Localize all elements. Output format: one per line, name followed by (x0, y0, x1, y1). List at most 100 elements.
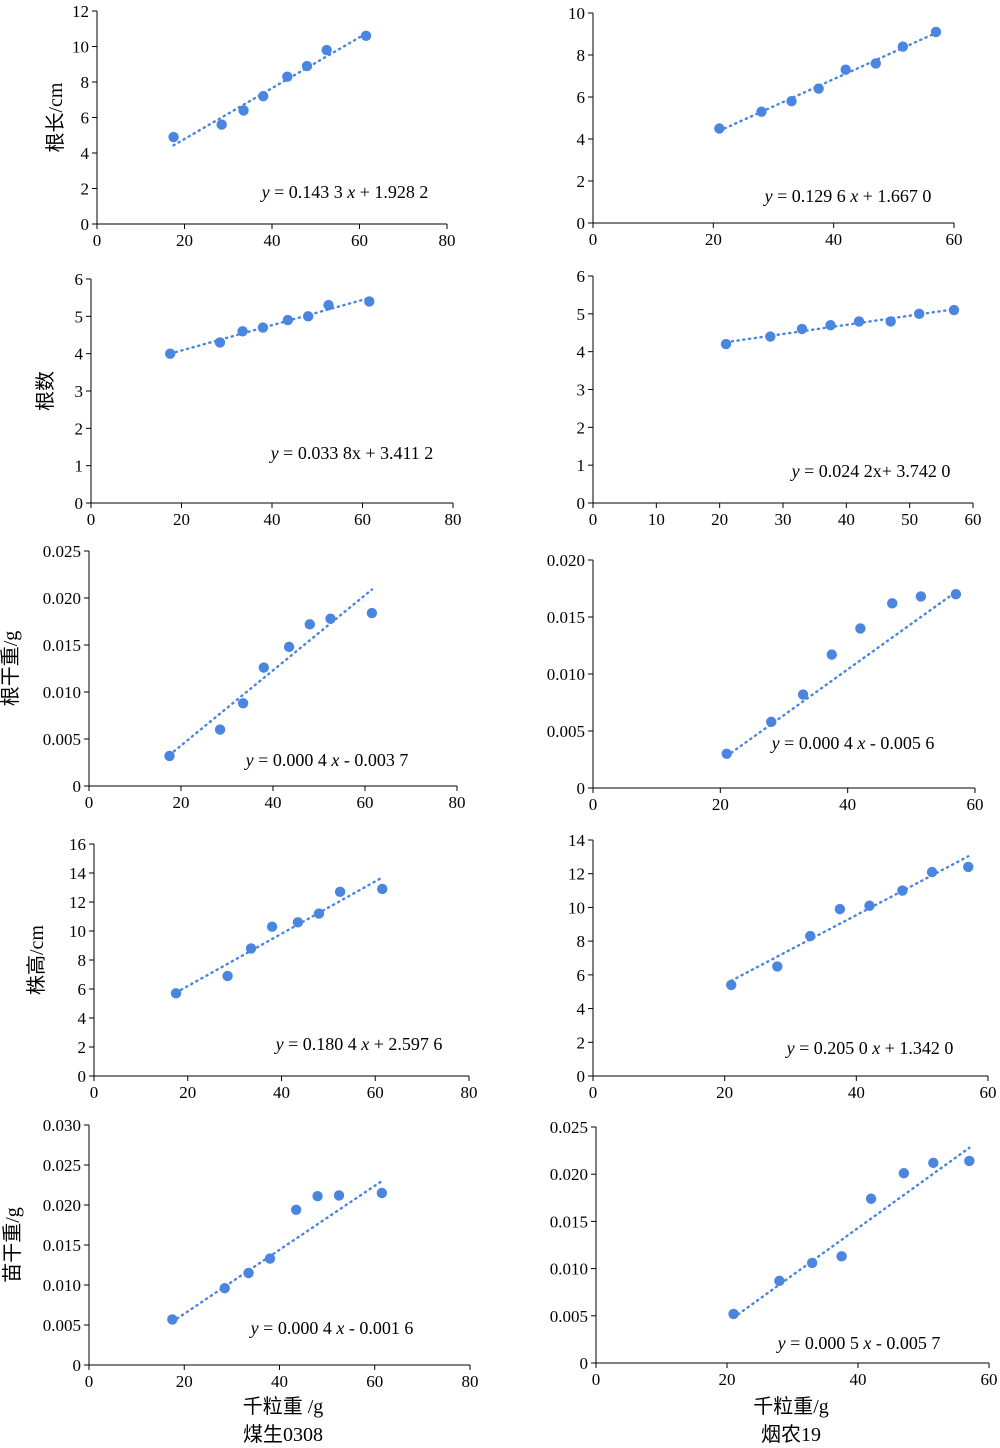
y-tick-label: 10 (568, 898, 585, 917)
y-tick-label: 0.005 (550, 1307, 588, 1326)
x-tick-label: 40 (838, 510, 855, 529)
y-tick-label: 8 (577, 932, 586, 951)
x-tick-label: 60 (354, 510, 371, 529)
y-tick-label: 2 (577, 418, 586, 437)
data-point (870, 58, 881, 69)
data-point (836, 1251, 847, 1262)
regression-equation: y = 0.000 5 x - 0.005 7 (776, 1333, 941, 1353)
data-point (219, 1283, 230, 1294)
x-tick-label: 40 (848, 1083, 865, 1102)
cultivar-label: 烟农19 (761, 1423, 821, 1446)
x-axis-title: 千粒重/g (753, 1395, 829, 1418)
data-point (926, 866, 938, 878)
data-point (714, 123, 725, 134)
data-point (164, 750, 175, 762)
y-tick-label: 8 (78, 951, 87, 970)
x-tick-label: 80 (449, 793, 466, 812)
y-tick-label: 12 (69, 893, 86, 912)
data-point (887, 598, 898, 609)
y-tick-label: 4 (577, 130, 586, 149)
data-point (282, 314, 294, 326)
data-point (258, 662, 269, 673)
data-point (170, 988, 182, 999)
regression-equation: y = 0.180 4 x + 2.597 6 (274, 1034, 443, 1054)
data-point (237, 326, 248, 337)
data-point (766, 716, 777, 728)
trend-line (174, 876, 384, 994)
data-point (282, 71, 293, 82)
data-point (334, 886, 346, 898)
x-tick-label: 0 (87, 510, 96, 529)
y-tick-label: 4 (78, 1009, 87, 1028)
y-tick-label: 14 (69, 864, 87, 883)
y-tick-label: 14 (568, 831, 586, 850)
x-tick-label: 10 (648, 510, 665, 529)
x-tick-label: 20 (711, 510, 728, 529)
x-tick-label: 40 (825, 230, 842, 249)
x-tick-label: 20 (173, 510, 190, 529)
data-point (720, 338, 732, 350)
y-tick-label: 0.005 (43, 730, 81, 749)
y-axis-title: 根数 (34, 371, 57, 411)
x-tick-label: 20 (176, 1372, 193, 1391)
data-point (796, 323, 808, 335)
data-point (774, 1275, 785, 1287)
data-point (214, 724, 226, 735)
chart-panel-2: 0 2 4 6 8 10 0 20 40 60 y = 0.129 6 x + 1.667 0 (568, 4, 963, 249)
x-tick-label: 20 (179, 1083, 196, 1102)
x-tick-label: 40 (264, 510, 281, 529)
y-tick-label: 0.020 (547, 551, 585, 570)
x-tick-label: 40 (850, 1370, 867, 1389)
y-tick-label: 10 (69, 922, 86, 941)
y-tick-label: 16 (69, 835, 86, 854)
y-tick-label: 0.015 (547, 608, 585, 627)
y-tick-label: 6 (577, 267, 586, 286)
data-point (257, 322, 269, 333)
data-point (323, 299, 334, 311)
data-point (243, 1267, 254, 1279)
chart-panel-8: 0 2 4 6 8 10 12 14 0 20 40 60 y = 0.205 0 x + 1.342 … (568, 831, 997, 1102)
regression-equation: y = 0.000 4 x - 0.001 6 (249, 1318, 414, 1338)
y-tick-label: 0.005 (547, 722, 585, 741)
data-point (164, 348, 176, 359)
y-axis-title: 根干重/g (0, 631, 22, 707)
chart-panel-7: 0 2 4 6 8 10 12 14 16 0 20 40 60 80 y = 0.180 4 x + 2.… (25, 835, 478, 1102)
regression-equation: y = 0.033 8x + 3.411 2 (269, 443, 434, 463)
y-tick-label: 0 (73, 1356, 82, 1375)
data-point (266, 921, 278, 932)
data-point (325, 613, 336, 624)
data-point (167, 1314, 178, 1325)
data-point (290, 1204, 302, 1216)
data-point (950, 589, 962, 600)
y-tick-label: 0.030 (43, 1116, 81, 1135)
trend-line (725, 590, 958, 758)
data-point (728, 1308, 739, 1320)
x-tick-label: 60 (367, 1083, 384, 1102)
y-tick-label: 5 (75, 307, 84, 326)
x-tick-label: 0 (93, 231, 102, 250)
data-point (364, 296, 375, 307)
data-point (756, 106, 767, 117)
y-tick-label: 12 (568, 865, 585, 884)
y-tick-label: 1 (577, 456, 586, 475)
data-point (855, 623, 866, 634)
chart-panel-6: 0 0.005 0.010 0.015 0.020 0 20 40 60 y = 0.000 4 … (547, 551, 984, 814)
x-tick-label: 20 (176, 231, 193, 250)
y-tick-label: 2 (577, 1033, 586, 1052)
data-point (928, 1157, 939, 1169)
y-tick-label: 4 (577, 343, 586, 362)
data-point (283, 641, 295, 653)
data-point (885, 316, 896, 327)
y-tick-label: 5 (577, 305, 586, 324)
y-tick-label: 2 (75, 419, 84, 438)
y-tick-label: 0 (78, 1067, 87, 1086)
x-tick-label: 60 (351, 231, 368, 250)
x-tick-label: 60 (965, 510, 982, 529)
data-point (726, 979, 737, 991)
x-tick-label: 0 (589, 795, 598, 814)
y-axis-title: 株高/cm (25, 925, 48, 995)
data-point (897, 885, 908, 896)
x-tick-label: 0 (592, 1370, 601, 1389)
